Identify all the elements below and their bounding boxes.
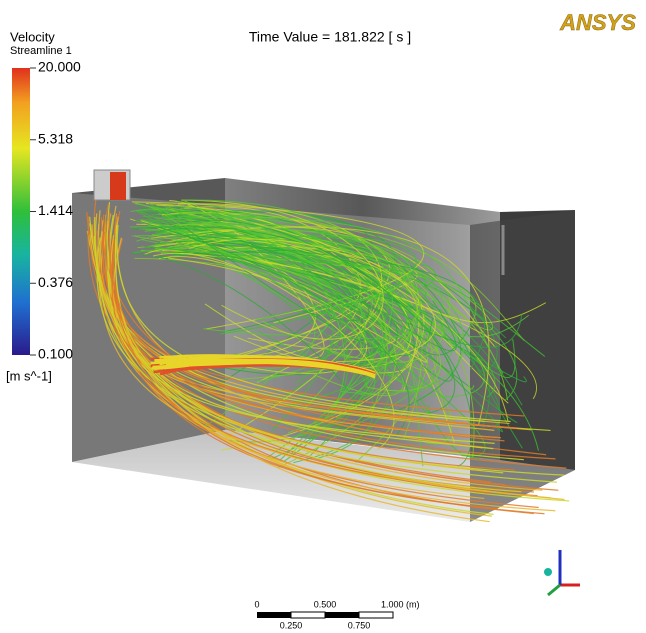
- scale-label: 0: [254, 599, 259, 609]
- scale-label: 0.250: [280, 620, 303, 630]
- screenshot: {"header": {"time_label": "Time Value = …: [0, 0, 646, 633]
- axis-triad: [544, 550, 580, 595]
- legend-tick-label: 5.318: [38, 130, 73, 146]
- viewport: Velocity Streamline 1 20.000 5.318 1.414 0.…: [0, 0, 646, 633]
- legend-tick-label: 20.000: [38, 59, 81, 75]
- scale-label: 0.500: [314, 599, 337, 609]
- legend-tick-label: 0.100: [38, 346, 73, 362]
- time-value: Time Value = 181.822 [ s ]: [249, 29, 411, 45]
- color-legend: Velocity Streamline 1 20.000 5.318 1.414 0.…: [6, 29, 81, 383]
- scale-label: 0.750: [348, 620, 371, 630]
- scale-bar: 0 0.500 1.000 (m) 0.250 0.750: [254, 599, 419, 630]
- legend-unit: [m s^-1]: [6, 368, 52, 383]
- logo: ANSYS: [559, 10, 636, 35]
- legend-tick-label: 0.376: [38, 274, 73, 290]
- scale-label: 1.000 (m): [381, 599, 420, 609]
- colorbar: [12, 68, 30, 355]
- legend-title: Velocity: [10, 29, 55, 44]
- legend-tick-label: 1.414: [38, 202, 73, 218]
- legend-subtitle: Streamline 1: [10, 45, 72, 57]
